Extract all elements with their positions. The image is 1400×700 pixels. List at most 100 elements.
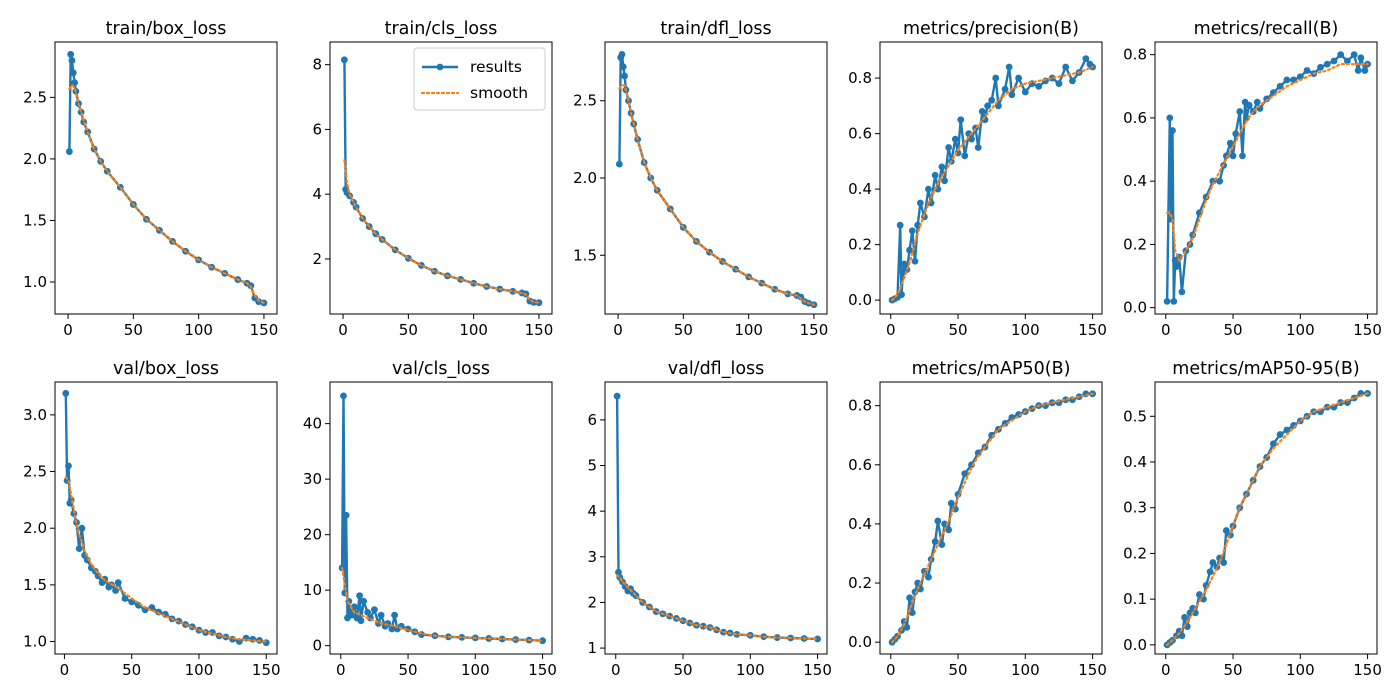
results-point — [112, 587, 119, 594]
results-point — [65, 148, 73, 155]
results-point — [1226, 139, 1234, 147]
plot-area — [62, 389, 270, 647]
results-point — [340, 392, 347, 400]
results-point — [1243, 114, 1250, 122]
y-tick-label: 1.5 — [23, 576, 47, 594]
results-point — [978, 107, 986, 115]
results-point — [797, 293, 805, 301]
x-tick-label: 150 — [803, 661, 832, 679]
results-point — [75, 545, 83, 552]
x-tick-label: 0 — [1161, 321, 1171, 339]
results-line — [64, 393, 267, 644]
results-point — [1015, 74, 1022, 82]
x-tick-label: 50 — [398, 661, 417, 679]
results-point — [914, 221, 922, 229]
panel-metrics-precision-b: metrics/precision(B) 0 50 100 150 0.0 0.2 0.4 0.… — [848, 19, 1107, 339]
y-tick-label: 0.8 — [1123, 46, 1147, 64]
x-tick-label: 0 — [60, 661, 70, 679]
panel-val-dfl-loss: val/dfl_loss 0 50 100 150 1 2 3 4 5 6 — [587, 359, 831, 679]
results-point — [69, 69, 77, 77]
plot-area — [338, 392, 546, 645]
results-point — [1178, 288, 1186, 296]
plot-area — [888, 390, 1096, 646]
y-tick-label: 5 — [587, 457, 597, 475]
panel-train-dfl-loss: train/dfl_loss 0 50 100 150 1.5 2.0 2.5 — [573, 19, 828, 339]
results-point — [68, 57, 76, 64]
panel-val-box-loss: val/box_loss 0 50 100 150 1.0 1.5 2.0 2.5 3.0 — [23, 359, 280, 679]
y-tick-label: 1 — [587, 639, 597, 657]
smooth-line — [68, 83, 265, 304]
panel-metrics-recall-b: metrics/recall(B) 0 50 100 150 0.0 0.2 0.4 0.6 0.… — [1123, 19, 1382, 339]
results-point — [974, 144, 982, 151]
x-tick-label: 100 — [1286, 321, 1315, 339]
x-tick-label: 0 — [336, 661, 346, 679]
y-tick-label: 0.1 — [1123, 590, 1147, 608]
results-point — [896, 221, 904, 229]
y-tick-label: 0.3 — [1123, 499, 1147, 517]
x-tick-label: 50 — [1223, 321, 1242, 339]
plot-area — [1163, 51, 1371, 305]
results-point — [114, 579, 122, 586]
y-tick-label: 2.0 — [23, 519, 47, 537]
chart-title: train/cls_loss — [385, 19, 498, 39]
results-point — [1169, 127, 1176, 134]
y-tick-label: 1.5 — [23, 211, 47, 229]
results-point — [1357, 54, 1365, 62]
plot-area — [888, 55, 1096, 304]
plot-area — [340, 56, 543, 307]
legend-results-label: results — [470, 58, 522, 76]
smooth-line — [1165, 62, 1369, 263]
x-tick-label: 150 — [525, 321, 554, 339]
results-point — [1005, 63, 1013, 71]
y-tick-label: 6 — [312, 120, 322, 138]
results-point — [348, 611, 355, 619]
results-point — [65, 462, 72, 470]
x-tick-label: 50 — [948, 321, 967, 339]
results-line — [1166, 392, 1368, 646]
results-point — [1035, 83, 1043, 90]
x-tick-label: 50 — [124, 321, 143, 339]
x-tick-label: 0 — [886, 661, 896, 679]
results-point — [1008, 91, 1016, 99]
results-line — [891, 392, 1093, 644]
chart-title: val/dfl_loss — [668, 359, 765, 379]
chart-title: metrics/precision(B) — [903, 19, 1079, 39]
results-point — [1055, 80, 1063, 88]
legend-results-marker — [436, 63, 444, 71]
results-point — [961, 152, 969, 160]
y-tick-label: 2.0 — [23, 150, 47, 168]
results-point — [1344, 57, 1351, 65]
x-tick-label: 0 — [613, 321, 623, 339]
y-tick-label: 2.0 — [573, 169, 597, 187]
x-tick-label: 100 — [1011, 321, 1040, 339]
results-point — [1236, 108, 1244, 115]
panel-metrics-map50-95-b: metrics/mAP50-95(B) 0 50 100 150 0.0 0.1 0.2 0.3… — [1123, 359, 1382, 679]
results-point — [1232, 130, 1240, 138]
results-line — [891, 57, 1094, 302]
results-point — [1337, 51, 1345, 59]
smooth-line — [615, 573, 819, 641]
results-point — [911, 257, 919, 265]
results-point — [470, 279, 478, 287]
plot-area — [1163, 390, 1371, 649]
x-tick-label: 150 — [800, 321, 829, 339]
panel-train-box-loss: train/box_loss 0 50 100 150 1.0 1.5 2.0 2.5 — [23, 19, 278, 339]
y-tick-label: 0.0 — [848, 291, 872, 309]
chart-title: val/box_loss — [113, 359, 219, 379]
results-point — [1239, 152, 1246, 160]
results-point — [984, 102, 992, 110]
results-line — [340, 394, 543, 642]
results-point — [992, 74, 1000, 82]
y-tick-label: 2.5 — [23, 88, 47, 106]
results-point — [1181, 614, 1188, 621]
results-point — [938, 541, 946, 549]
x-tick-label: 50 — [674, 321, 693, 339]
results-point — [1323, 60, 1331, 68]
y-tick-label: 4 — [587, 502, 597, 520]
results-point — [1276, 431, 1284, 438]
axes-frame — [1154, 41, 1378, 315]
y-tick-label: 0.2 — [848, 236, 872, 254]
results-point — [1222, 527, 1230, 534]
x-tick-label: 100 — [734, 321, 763, 339]
